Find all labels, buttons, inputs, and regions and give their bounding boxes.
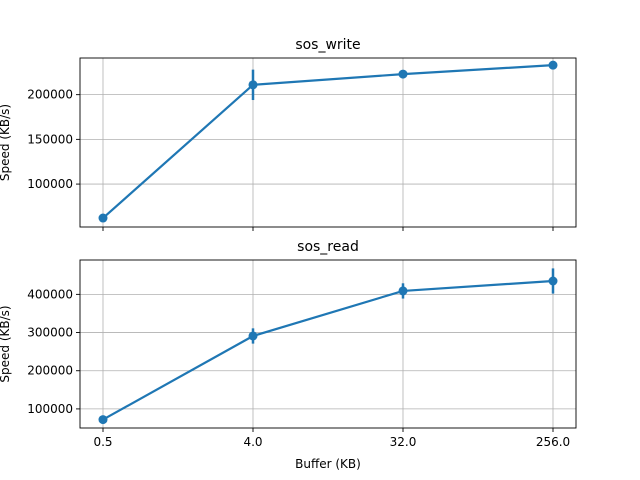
subplot-title: sos_read: [297, 239, 359, 255]
y-tick-label: 400000: [27, 287, 73, 301]
data-point: [248, 80, 258, 90]
axes-frame: [79, 57, 577, 228]
subplot-title: sos_write: [295, 37, 360, 53]
data-point: [248, 331, 258, 341]
axes-frame: [79, 259, 577, 429]
x-tick-label: 256.0: [536, 435, 570, 449]
x-tick-label: 4.0: [243, 435, 262, 449]
y-tick-label: 300000: [27, 326, 73, 340]
y-axis-label: Speed (KB/s): [0, 305, 12, 382]
x-axis-label: Buffer (KB): [295, 457, 361, 471]
data-point: [398, 69, 408, 79]
data-point: [98, 213, 108, 223]
data-point: [548, 276, 558, 286]
y-tick-label: 150000: [27, 132, 73, 146]
y-axis-label: Speed (KB/s): [0, 104, 12, 181]
y-tick-label: 100000: [27, 402, 73, 416]
subplot-2: 0.5 4.0 32.0 256.0 100000 200000 300000 400000 s…: [0, 239, 577, 471]
data-point: [548, 60, 558, 70]
series-line: [102, 64, 554, 219]
data-point: [398, 286, 408, 296]
y-tick-label: 100000: [27, 177, 73, 191]
series-line: [102, 279, 554, 421]
y-tick-label: 200000: [27, 88, 73, 102]
x-tick-label: 32.0: [390, 435, 417, 449]
data-point: [98, 415, 108, 425]
subplot-1: 100000 150000 200000 sos_write Speed (KB/s): [0, 37, 577, 231]
y-tick-label: 200000: [27, 364, 73, 378]
x-tick-label: 0.5: [93, 435, 112, 449]
